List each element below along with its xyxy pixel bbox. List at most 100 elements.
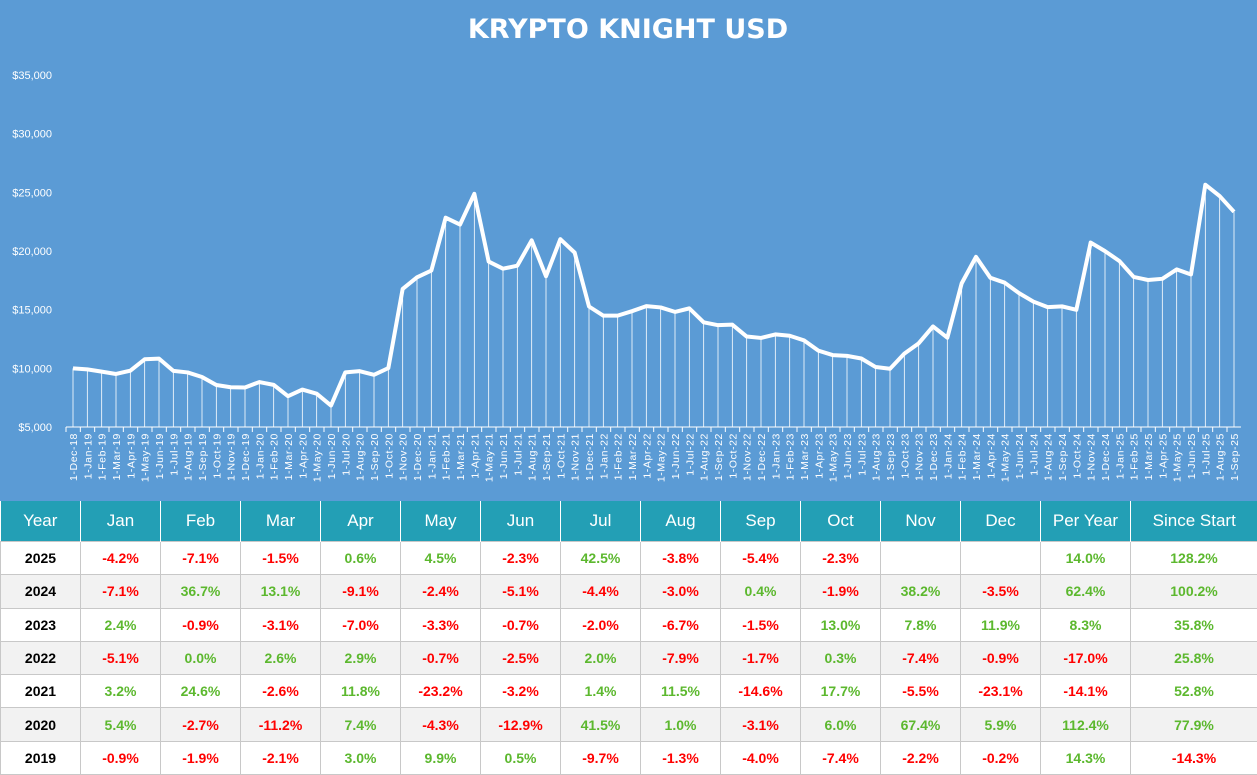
x-tick-label: 1-Aug-20 bbox=[355, 433, 367, 481]
return-cell: 3.2% bbox=[81, 675, 161, 708]
return-cell: -7.4% bbox=[801, 741, 881, 774]
column-header: Mar bbox=[241, 501, 321, 542]
column-header: Jun bbox=[481, 501, 561, 542]
return-cell: -7.4% bbox=[881, 641, 961, 674]
return-cell: -3.5% bbox=[961, 575, 1041, 608]
return-cell: -2.6% bbox=[241, 675, 321, 708]
return-cell: 7.4% bbox=[321, 708, 401, 741]
x-tick-label: 1-Mar-20 bbox=[283, 433, 295, 480]
x-tick-label: 1-Jan-25 bbox=[1114, 433, 1126, 479]
return-cell: 0.4% bbox=[721, 575, 801, 608]
return-cell: -2.1% bbox=[241, 741, 321, 774]
return-cell: -9.7% bbox=[561, 741, 641, 774]
column-header: Nov bbox=[881, 501, 961, 542]
return-cell: -2.3% bbox=[801, 542, 881, 575]
return-cell: 41.5% bbox=[561, 708, 641, 741]
return-cell: 11.9% bbox=[961, 608, 1041, 641]
return-cell: -5.1% bbox=[81, 641, 161, 674]
return-cell: -9.1% bbox=[321, 575, 401, 608]
table-row: 2025-4.2%-7.1%-1.5%0.6%4.5%-2.3%42.5%-3.… bbox=[1, 542, 1257, 575]
y-tick-label: $25,000 bbox=[12, 187, 52, 199]
y-tick-label: $35,000 bbox=[12, 70, 52, 82]
return-cell: 7.8% bbox=[881, 608, 961, 641]
return-cell: 9.9% bbox=[401, 741, 481, 774]
return-cell: -3.1% bbox=[241, 608, 321, 641]
year-cell: 2021 bbox=[1, 675, 81, 708]
x-tick-label: 1-Jun-23 bbox=[842, 433, 854, 479]
x-tick-label: 1-Jun-25 bbox=[1186, 433, 1198, 479]
x-tick-label: 1-Oct-19 bbox=[211, 433, 223, 479]
return-cell: -12.9% bbox=[481, 708, 561, 741]
return-cell: -6.7% bbox=[641, 608, 721, 641]
year-cell: 2024 bbox=[1, 575, 81, 608]
x-tick-label: 1-Sep-23 bbox=[885, 433, 897, 481]
x-tick-label: 1-Jul-25 bbox=[1200, 433, 1212, 476]
return-cell: 35.8% bbox=[1131, 608, 1257, 641]
x-tick-label: 1-Jul-24 bbox=[1028, 433, 1040, 476]
x-tick-label: 1-Apr-21 bbox=[469, 433, 481, 479]
chart-title: KRYPTO KNIGHT USD bbox=[468, 14, 788, 45]
x-tick-label: 1-May-25 bbox=[1172, 433, 1184, 482]
x-tick-label: 1-Sep-21 bbox=[541, 433, 553, 481]
return-cell: 0.5% bbox=[481, 741, 561, 774]
x-tick-label: 1-May-24 bbox=[1000, 433, 1012, 482]
x-tick-label: 1-Feb-23 bbox=[785, 433, 797, 480]
return-cell: 3.0% bbox=[321, 741, 401, 774]
return-cell: 67.4% bbox=[881, 708, 961, 741]
return-cell: -3.1% bbox=[721, 708, 801, 741]
column-header: Oct bbox=[801, 501, 881, 542]
return-cell: -1.5% bbox=[721, 608, 801, 641]
x-tick-label: 1-May-22 bbox=[656, 433, 668, 482]
x-tick-label: 1-Aug-19 bbox=[183, 433, 195, 481]
x-tick-label: 1-Apr-25 bbox=[1157, 433, 1169, 479]
return-cell: 14.0% bbox=[1041, 542, 1131, 575]
x-tick-label: 1-Jan-24 bbox=[942, 433, 954, 479]
x-tick-label: 1-Apr-22 bbox=[641, 433, 653, 479]
return-cell: 1.4% bbox=[561, 675, 641, 708]
column-header: Dec bbox=[961, 501, 1041, 542]
x-tick-label: 1-Apr-19 bbox=[125, 433, 137, 479]
return-cell: -1.7% bbox=[721, 641, 801, 674]
x-tick-label: 1-Jul-19 bbox=[168, 433, 180, 476]
return-cell: 2.0% bbox=[561, 641, 641, 674]
return-cell: 0.6% bbox=[321, 542, 401, 575]
x-tick-label: 1-May-19 bbox=[140, 433, 152, 482]
x-tick-label: 1-Dec-19 bbox=[240, 433, 252, 481]
x-tick-label: 1-Jun-22 bbox=[670, 433, 682, 479]
return-cell: 6.0% bbox=[801, 708, 881, 741]
x-tick-label: 1-Aug-25 bbox=[1215, 433, 1227, 481]
return-cell: 11.8% bbox=[321, 675, 401, 708]
return-cell: -14.6% bbox=[721, 675, 801, 708]
return-cell: -14.3% bbox=[1131, 741, 1257, 774]
return-cell: 13.1% bbox=[241, 575, 321, 608]
price-line bbox=[73, 185, 1234, 406]
x-tick-label: 1-Aug-24 bbox=[1043, 433, 1055, 481]
return-cell: -4.0% bbox=[721, 741, 801, 774]
x-tick-label: 1-Mar-21 bbox=[455, 433, 467, 480]
x-tick-label: 1-Jan-19 bbox=[82, 433, 94, 479]
return-cell: 2.9% bbox=[321, 641, 401, 674]
return-cell: 14.3% bbox=[1041, 741, 1131, 774]
table-row: 2024-7.1%36.7%13.1%-9.1%-2.4%-5.1%-4.4%-… bbox=[1, 575, 1257, 608]
x-tick-label: 1-May-23 bbox=[828, 433, 840, 482]
return-cell: 25.8% bbox=[1131, 641, 1257, 674]
return-cell: -4.3% bbox=[401, 708, 481, 741]
return-cell: 77.9% bbox=[1131, 708, 1257, 741]
x-tick-label: 1-Jun-19 bbox=[154, 433, 166, 479]
x-tick-label: 1-Apr-24 bbox=[985, 433, 997, 479]
return-cell: 13.0% bbox=[801, 608, 881, 641]
x-tick-label: 1-Dec-24 bbox=[1100, 433, 1112, 481]
column-header: Feb bbox=[161, 501, 241, 542]
return-cell: -1.3% bbox=[641, 741, 721, 774]
x-tick-label: 1-Oct-21 bbox=[555, 433, 567, 479]
return-cell: 5.9% bbox=[961, 708, 1041, 741]
x-tick-label: 1-Apr-20 bbox=[297, 433, 309, 479]
y-tick-label: $5,000 bbox=[18, 422, 52, 434]
table-row: 2022-5.1%0.0%2.6%2.9%-0.7%-2.5%2.0%-7.9%… bbox=[1, 641, 1257, 674]
x-tick-label: 1-Dec-23 bbox=[928, 433, 940, 481]
